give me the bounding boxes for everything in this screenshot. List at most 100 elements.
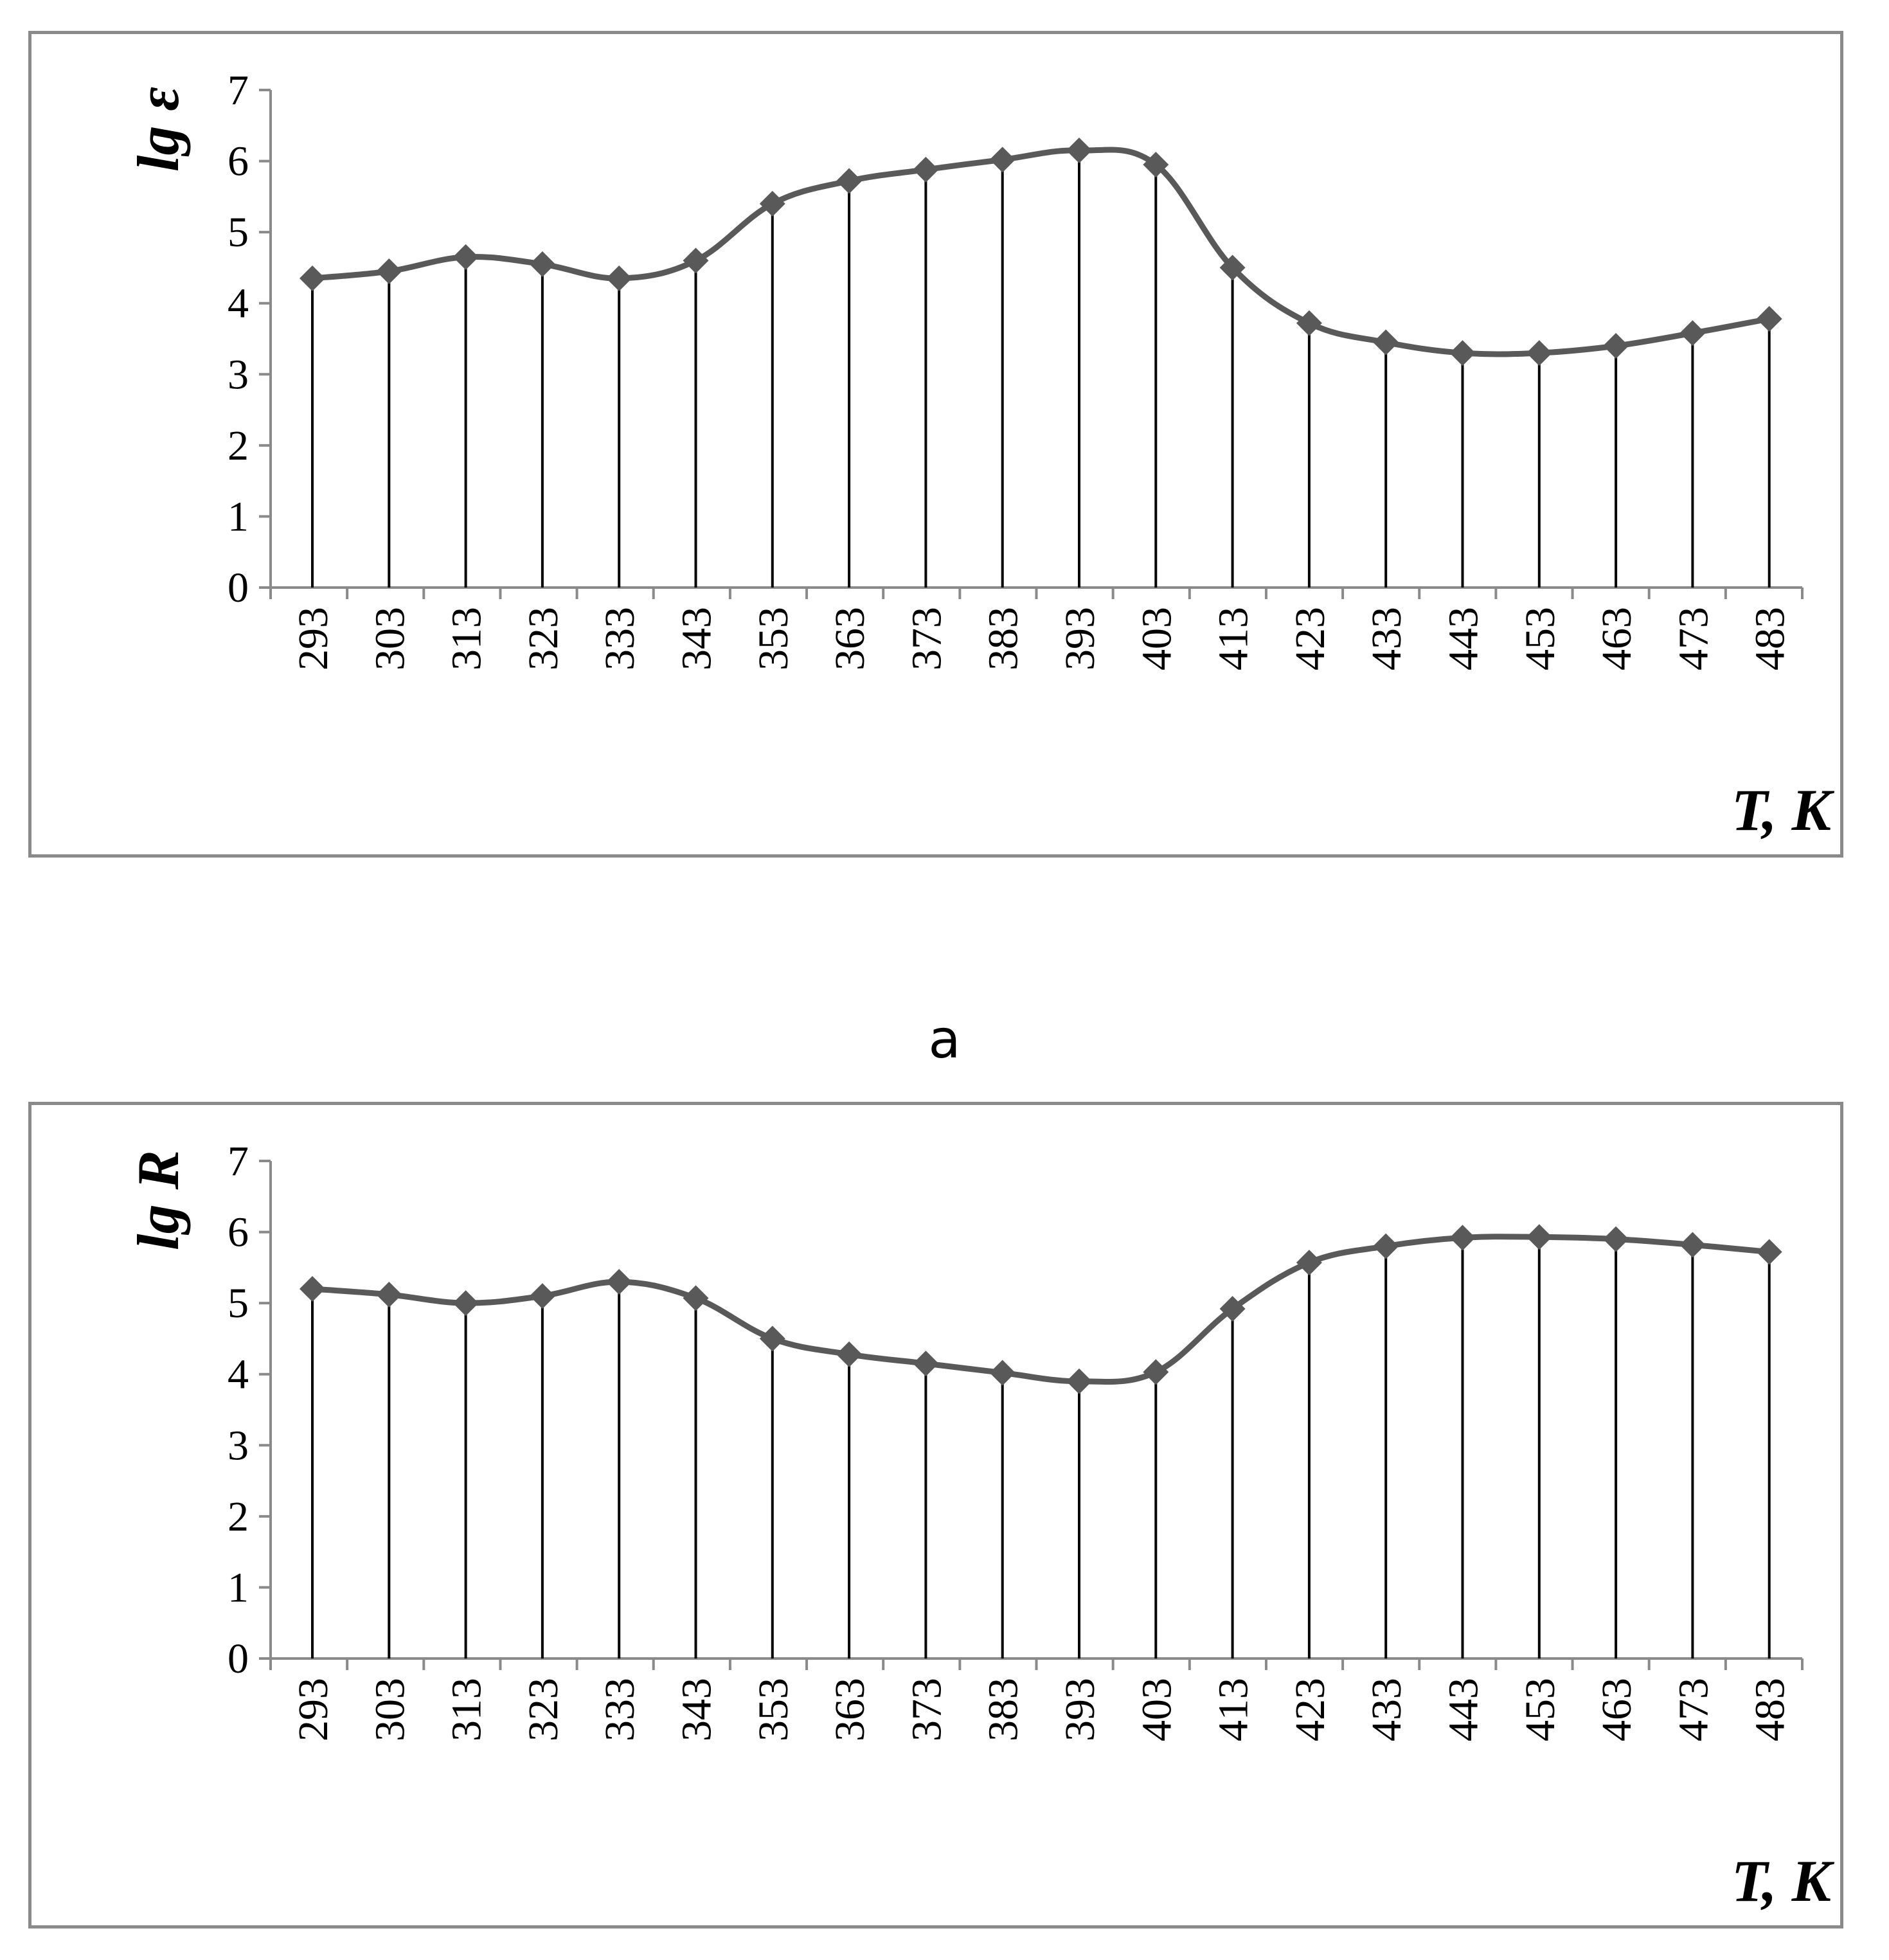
series-line xyxy=(312,147,1770,357)
data-point xyxy=(913,1351,939,1377)
x-tick-label: 393 xyxy=(1057,1678,1104,1741)
data-point xyxy=(836,1341,863,1367)
x-tick-label: 473 xyxy=(1670,607,1717,670)
x-tick-label: 423 xyxy=(1287,607,1334,670)
x-tick-label: 313 xyxy=(443,1678,490,1741)
data-point xyxy=(452,244,479,270)
y-tick-label: 7 xyxy=(228,1138,249,1185)
data-point xyxy=(913,156,939,183)
data-point xyxy=(1679,320,1706,346)
data-point xyxy=(1373,1233,1399,1259)
data-point xyxy=(1296,310,1322,336)
x-axis-title: T, K xyxy=(1732,1848,1835,1914)
data-point xyxy=(1679,1232,1706,1258)
x-tick-label: 303 xyxy=(366,607,413,670)
data-point xyxy=(1066,137,1092,163)
data-point xyxy=(1219,1295,1246,1322)
y-tick-label: 2 xyxy=(228,1493,249,1540)
y-tick-label: 3 xyxy=(228,351,249,398)
data-point xyxy=(1526,340,1552,366)
y-tick-label: 7 xyxy=(228,67,249,114)
x-tick-label: 383 xyxy=(980,607,1027,670)
data-point xyxy=(1603,1226,1629,1252)
x-tick-label: 363 xyxy=(827,607,873,670)
x-tick-label: 463 xyxy=(1593,1678,1640,1741)
x-axis-title: T, K xyxy=(1732,777,1835,843)
x-tick-label: 333 xyxy=(596,607,643,670)
y-tick-label: 4 xyxy=(228,280,249,327)
x-tick-label: 343 xyxy=(674,607,721,670)
chart-panel-b: 0 1 2 3 4 5 6 7 293 303 313 323 333 343 353 363 373 383 39… xyxy=(28,1102,1843,1929)
x-tick-label: 483 xyxy=(1747,607,1794,670)
x-tick-label: 433 xyxy=(1363,607,1410,670)
x-tick-label: 473 xyxy=(1670,1678,1717,1741)
y-tick-label: 0 xyxy=(228,564,249,611)
y-tick-label: 5 xyxy=(228,1280,249,1327)
data-point xyxy=(1756,306,1782,332)
x-tick-label: 333 xyxy=(596,1678,643,1741)
chart-a-svg: 0 1 2 3 4 5 6 7 293 303 313 323 333 343 353 363 373 383 39… xyxy=(125,67,1835,843)
x-tick-label: 413 xyxy=(1210,1678,1257,1741)
y-tick-label: 6 xyxy=(228,1209,249,1256)
data-point xyxy=(759,1326,785,1352)
data-point xyxy=(759,190,785,217)
x-tick-label: 293 xyxy=(290,607,337,670)
x-tick-label: 453 xyxy=(1517,1678,1564,1741)
x-tick-label: 303 xyxy=(366,1678,413,1741)
x-tick-label: 293 xyxy=(290,1678,337,1741)
data-point xyxy=(1449,1225,1476,1251)
x-tick-label: 353 xyxy=(750,1678,797,1741)
y-tick-label: 5 xyxy=(228,209,249,256)
x-tick-label: 453 xyxy=(1517,607,1564,670)
data-point xyxy=(1143,152,1169,178)
y-tick-label: 1 xyxy=(228,1564,249,1611)
chart-panel-a: 0 1 2 3 4 5 6 7 293 303 313 323 333 343 353 363 373 383 39… xyxy=(28,31,1843,858)
data-point xyxy=(529,1283,555,1309)
data-point xyxy=(1296,1250,1322,1276)
x-tick-label: 393 xyxy=(1057,607,1104,670)
data-point xyxy=(989,147,1016,173)
data-point xyxy=(1143,1359,1169,1385)
y-tick-label: 6 xyxy=(228,138,249,185)
data-point xyxy=(1526,1224,1552,1250)
x-tick-label: 353 xyxy=(750,607,797,670)
data-point xyxy=(836,168,863,194)
data-point xyxy=(1219,255,1246,281)
x-tick-label: 323 xyxy=(520,1678,567,1741)
data-point xyxy=(1603,333,1629,359)
x-tick-label: 373 xyxy=(903,1678,950,1741)
data-point xyxy=(529,251,555,277)
data-point xyxy=(376,258,402,284)
x-tick-label: 383 xyxy=(980,1678,1027,1741)
y-tick-label: 4 xyxy=(228,1351,249,1398)
y-tick-label: 2 xyxy=(228,422,249,469)
data-point xyxy=(376,1281,402,1308)
data-point xyxy=(300,1276,325,1302)
chart-b-svg: 0 1 2 3 4 5 6 7 293 303 313 323 333 343 353 363 373 383 39… xyxy=(125,1138,1835,1914)
x-tick-label: 423 xyxy=(1287,1678,1334,1741)
x-tick-label: 483 xyxy=(1747,1678,1794,1741)
x-tick-label: 323 xyxy=(520,607,567,670)
data-point xyxy=(683,247,709,274)
data-point xyxy=(1449,340,1476,366)
x-tick-label: 403 xyxy=(1133,1678,1180,1741)
caption-a: a xyxy=(928,1009,961,1070)
data-point xyxy=(452,1290,479,1317)
data-point xyxy=(606,1268,632,1295)
x-tick-label: 413 xyxy=(1210,607,1257,670)
x-tick-label: 433 xyxy=(1363,1678,1410,1741)
data-point xyxy=(606,265,632,292)
x-tick-label: 343 xyxy=(674,1678,721,1741)
x-tick-label: 443 xyxy=(1440,607,1487,670)
y-axis-title: lg ε xyxy=(125,87,191,172)
series-line xyxy=(312,1234,1770,1385)
data-point xyxy=(1756,1239,1782,1265)
y-tick-label: 1 xyxy=(228,493,249,540)
x-tick-label: 463 xyxy=(1593,607,1640,670)
data-point xyxy=(1066,1368,1092,1394)
data-point xyxy=(300,265,325,292)
y-axis-title: lg R xyxy=(125,1150,191,1250)
x-tick-label: 363 xyxy=(827,1678,873,1741)
y-tick-label: 3 xyxy=(228,1422,249,1469)
x-tick-label: 443 xyxy=(1440,1678,1487,1741)
